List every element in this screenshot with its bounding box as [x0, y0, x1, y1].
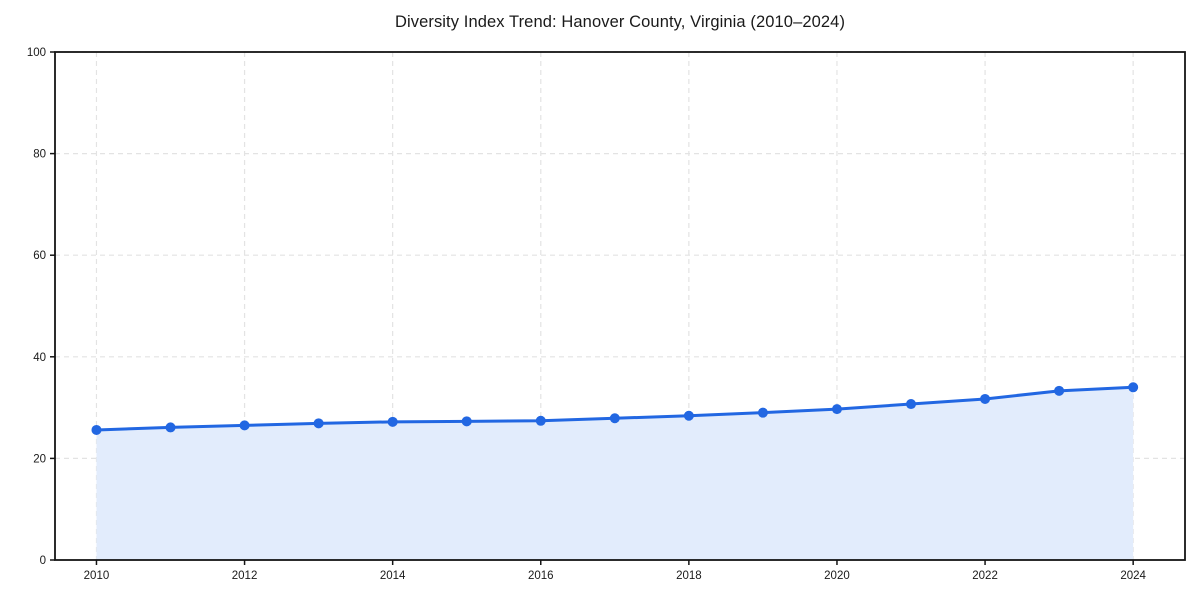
y-axis-tick-label: 40 — [33, 352, 46, 364]
y-axis-tick-label: 0 — [40, 555, 46, 567]
y-axis-tick-label: 20 — [33, 453, 46, 465]
y-axis-tick-label: 60 — [33, 250, 46, 262]
chart-title: Diversity Index Trend: Hanover County, V… — [394, 13, 846, 31]
data-point-marker — [165, 422, 176, 433]
axes-spines — [54, 51, 1186, 561]
y-axis-tick-label: 80 — [33, 149, 46, 161]
data-point-marker — [239, 420, 250, 431]
x-axis-tick-label: 2020 — [824, 570, 850, 582]
x-axis-tick-label: 2016 — [528, 570, 554, 582]
x-axis-tick-label: 2024 — [1120, 570, 1146, 582]
data-point-marker — [980, 393, 991, 404]
data-point-marker — [683, 410, 694, 421]
x-axis-tick-label: 2014 — [380, 570, 406, 582]
x-axis-tick-label: 2022 — [972, 570, 998, 582]
y-axis-tick-label: 100 — [27, 47, 46, 59]
x-axis-tick-label: 2010 — [84, 570, 110, 582]
series-area-fill — [96, 387, 1134, 560]
data-point-marker — [91, 424, 102, 435]
data-point-marker — [831, 404, 842, 415]
data-point-marker — [313, 418, 324, 429]
data-point-marker — [1054, 385, 1065, 396]
data-point-marker — [757, 407, 768, 418]
data-point-marker — [1128, 382, 1139, 393]
data-point-marker — [387, 416, 398, 427]
data-point-marker — [609, 413, 620, 424]
data-point-marker — [906, 399, 917, 410]
x-axis-tick-label: 2012 — [232, 570, 258, 582]
data-point-marker — [461, 416, 472, 427]
x-axis-tick-label: 2018 — [676, 570, 702, 582]
data-point-marker — [535, 415, 546, 426]
